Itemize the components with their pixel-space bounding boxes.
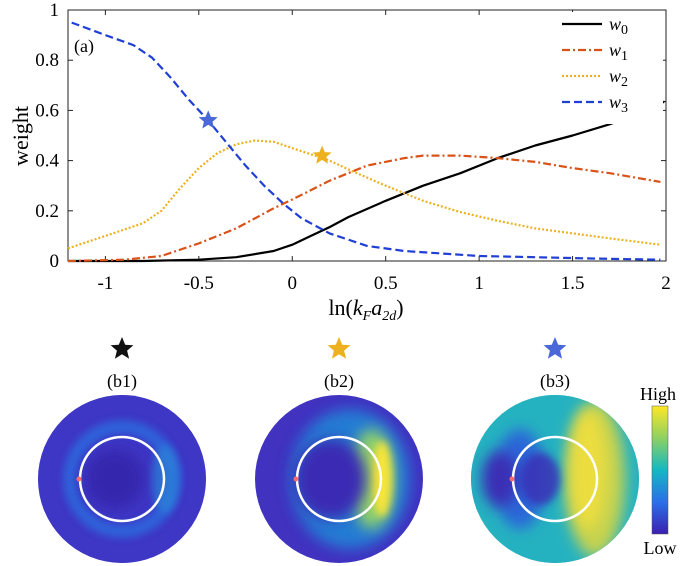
tick-labels: -1 -0.5 0 0.5 1 1.5 2 0 0.2 0.4 0.6 0.8 1 [35,0,671,294]
panel-label-b3: (b3) [540,371,570,392]
colorbar: High Low [640,384,677,558]
line-chart-panel-a: -1 -0.5 0 0.5 1 1.5 2 0 0.2 0.4 0.6 0.8 1 (a) weight… [8,0,671,324]
star-w2-marker [312,145,332,164]
svg-text:w2: w2 [609,66,628,90]
legend: w0 w1 w2 w3 [555,12,663,124]
legend-entry-w2: w2 [562,66,628,90]
svg-text:w1: w1 [609,40,628,64]
series-line-w3 [71,21,661,261]
y-tick-label: 0.2 [35,201,59,222]
x-tick-label: 0.5 [374,273,398,294]
x-tick-label: 1.5 [561,273,585,294]
legend-entry-w0: w0 [562,14,628,38]
svg-text:w0: w0 [609,14,628,38]
series-line-w0 [68,103,661,263]
x-tick-label: -1 [97,273,113,294]
heatmap-disk-b1 [38,395,206,563]
x-axis-label: ln(kFa2d) [328,295,403,324]
star-w3-marker [198,110,218,129]
panel-label-a: (a) [74,36,94,57]
star-marker-b2 [327,337,351,359]
y-tick-label: 0.8 [35,50,59,71]
series-line-w1 [67,154,661,263]
colorbar-high-label: High [640,384,676,404]
axis-ticks [68,9,667,262]
series-line-w2 [67,139,661,250]
x-tick-label: 2 [661,273,671,294]
y-tick-label: 1 [50,0,60,21]
x-tick-label: 1 [474,273,484,294]
y-tick-label: 0.6 [35,100,59,121]
panel-label-b1: (b1) [107,371,137,392]
star-marker-b3 [543,337,567,359]
panel-label-b2: (b2) [324,371,354,392]
x-tick-label: -0.5 [184,273,214,294]
x-tick-label: 0 [288,273,298,294]
legend-entry-w3: w3 [562,92,628,116]
star-marker-b1 [110,337,134,359]
y-axis-label: weight [8,106,33,166]
y-tick-label: 0.4 [35,151,59,172]
svg-text:w3: w3 [609,92,628,116]
heatmap-disk-b3 [471,395,639,563]
colorbar-low-label: Low [644,538,677,558]
heatmap-disk-b2 [255,395,423,563]
y-tick-label: 0 [50,251,60,272]
series-layer [67,21,661,263]
legend-entry-w1: w1 [562,40,628,64]
